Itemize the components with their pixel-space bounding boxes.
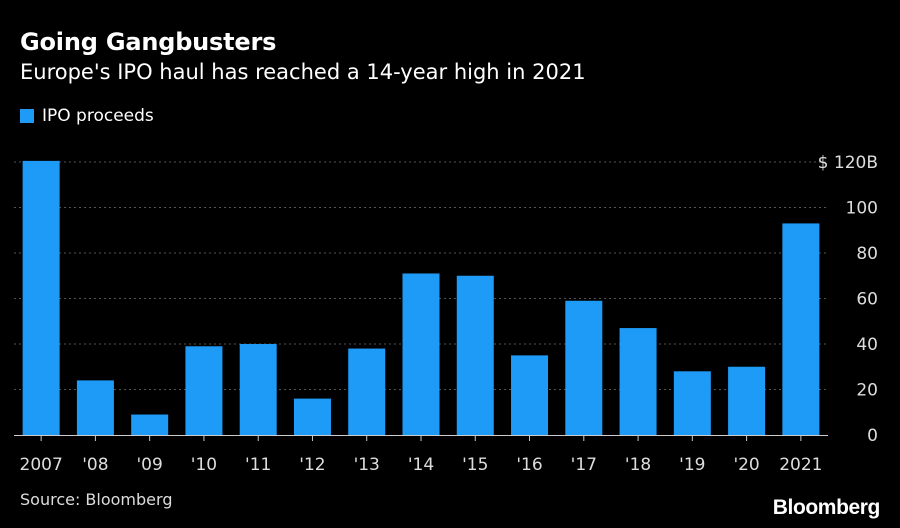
bar bbox=[402, 273, 440, 435]
x-tick-label: '09 bbox=[137, 455, 163, 475]
x-tick-label: '20 bbox=[733, 455, 759, 475]
source-note: Source: Bloomberg bbox=[20, 490, 173, 509]
bar bbox=[185, 346, 223, 435]
x-tick-label: '19 bbox=[679, 455, 705, 475]
bar bbox=[782, 223, 820, 435]
y-tick-label: 20 bbox=[856, 381, 878, 401]
chart-title: Going Gangbusters bbox=[20, 28, 277, 56]
x-tick-label: '11 bbox=[245, 455, 271, 475]
x-tick-label: 2007 bbox=[20, 455, 63, 475]
x-tick-label: '13 bbox=[354, 455, 380, 475]
chart-subtitle: Europe's IPO haul has reached a 14-year … bbox=[20, 60, 586, 84]
bar bbox=[565, 300, 603, 435]
bar bbox=[673, 371, 711, 435]
legend-swatch bbox=[20, 109, 34, 123]
bar bbox=[293, 398, 331, 435]
x-tick-label: '16 bbox=[516, 455, 542, 475]
legend-label: IPO proceeds bbox=[42, 106, 154, 126]
legend: IPO proceeds bbox=[20, 106, 154, 126]
bar bbox=[239, 344, 277, 435]
x-tick-label: '10 bbox=[191, 455, 217, 475]
x-tick-label: '18 bbox=[625, 455, 651, 475]
bar bbox=[76, 380, 114, 435]
y-tick-label: 40 bbox=[856, 335, 878, 355]
bar bbox=[619, 328, 657, 435]
bar bbox=[348, 348, 386, 435]
y-tick-label: 0 bbox=[867, 426, 878, 446]
bloomberg-logo: Bloomberg bbox=[772, 496, 881, 519]
x-tick-label: '17 bbox=[571, 455, 597, 475]
bar bbox=[456, 275, 494, 435]
bar bbox=[131, 414, 169, 435]
x-tick-label: '14 bbox=[408, 455, 434, 475]
y-tick-label: 80 bbox=[856, 244, 878, 264]
x-tick-label: '15 bbox=[462, 455, 488, 475]
bar bbox=[511, 355, 549, 435]
y-tick-label: $ 120B bbox=[818, 153, 878, 173]
x-tick-label: '12 bbox=[299, 455, 325, 475]
bar bbox=[22, 160, 60, 436]
x-tick-label: '08 bbox=[82, 455, 108, 475]
bar bbox=[728, 366, 766, 435]
y-tick-label: 100 bbox=[846, 199, 878, 219]
x-tick-label: 2021 bbox=[779, 455, 822, 475]
y-tick-label: 60 bbox=[856, 290, 878, 310]
